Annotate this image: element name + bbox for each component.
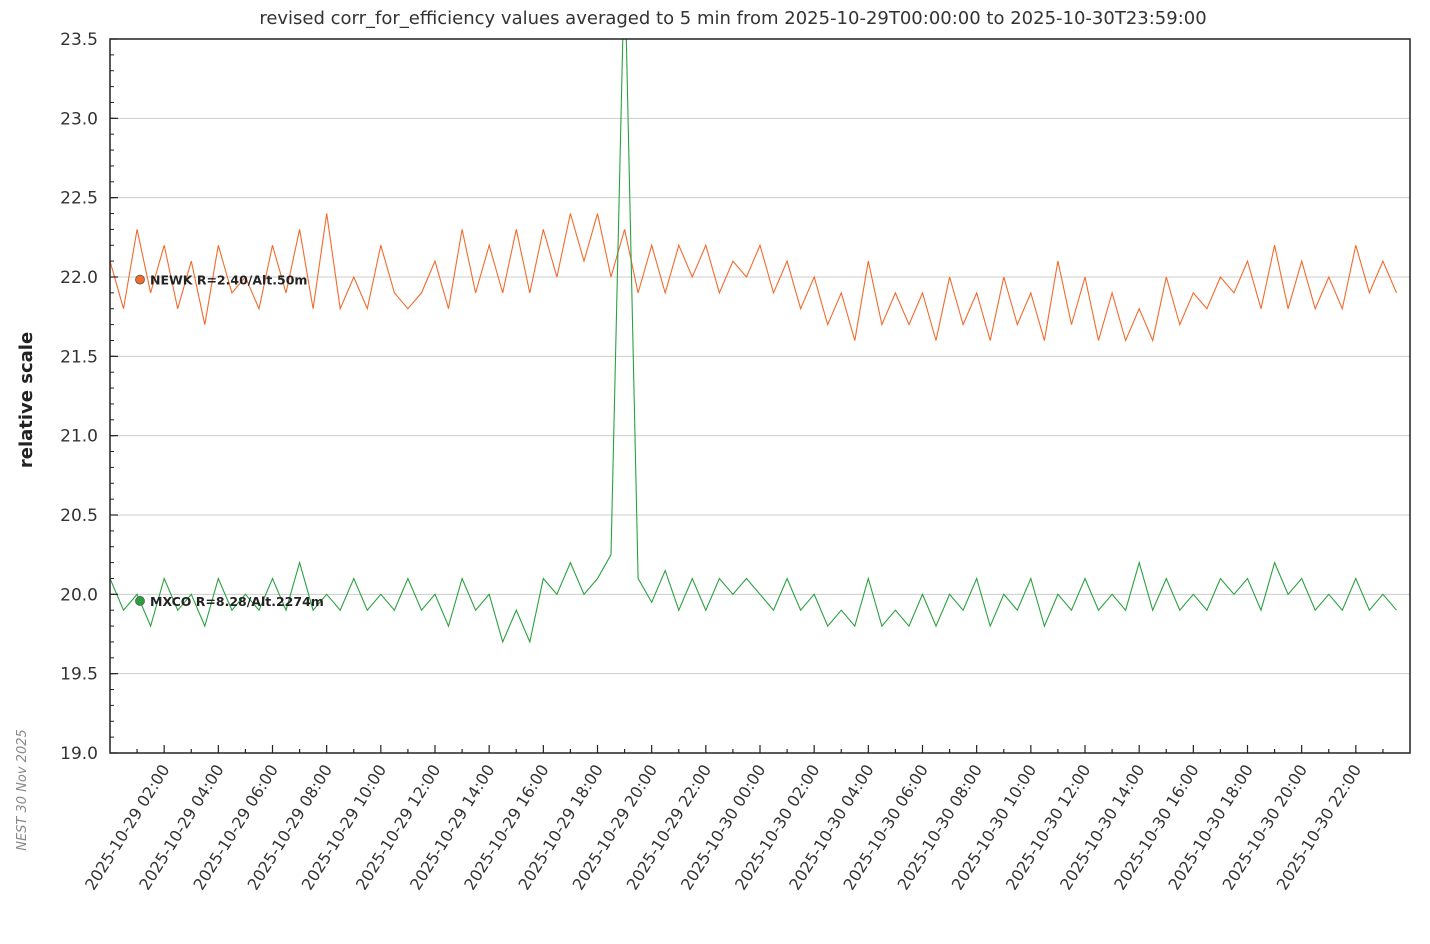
y-tick-label: 22.5	[60, 189, 98, 209]
series-line-1	[110, 213, 1398, 343]
series-labels: NEWK R=2.40/Alt.50m MXCO R=8.28/Alt.2274m	[135, 273, 324, 609]
y-tick-label: 20.5	[60, 506, 98, 526]
series-line-2	[110, 39, 1397, 644]
series-marker	[135, 596, 145, 606]
date-stamp: NEST 30 Nov 2025	[15, 729, 30, 851]
y-tick-label: 21.5	[60, 347, 98, 367]
y-tick-label: 23.5	[60, 30, 98, 50]
y-axis-label: relative scale	[16, 332, 37, 468]
series-label: MXCO R=8.28/Alt.2274m	[150, 594, 324, 609]
plot-frame	[109, 38, 1411, 754]
series-label: NEWK R=2.40/Alt.50m	[150, 273, 307, 288]
y-tick-label: 19.0	[60, 744, 98, 764]
chart-title: revised corr_for_efficiency values avera…	[259, 8, 1206, 29]
y-tick-label: 22.0	[60, 268, 98, 288]
y-tick-label: 21.0	[60, 427, 98, 447]
series-lines	[110, 39, 1398, 644]
y-tick-label: 19.5	[60, 665, 98, 685]
series-marker	[135, 274, 145, 285]
y-tick-label: 23.0	[60, 109, 98, 129]
y-tick-label: 20.0	[60, 585, 98, 605]
y-axis: 19.0 19.5 20.0 20.5 21.0 21.5 22.0 22.5 23.0 23.5	[60, 30, 118, 764]
